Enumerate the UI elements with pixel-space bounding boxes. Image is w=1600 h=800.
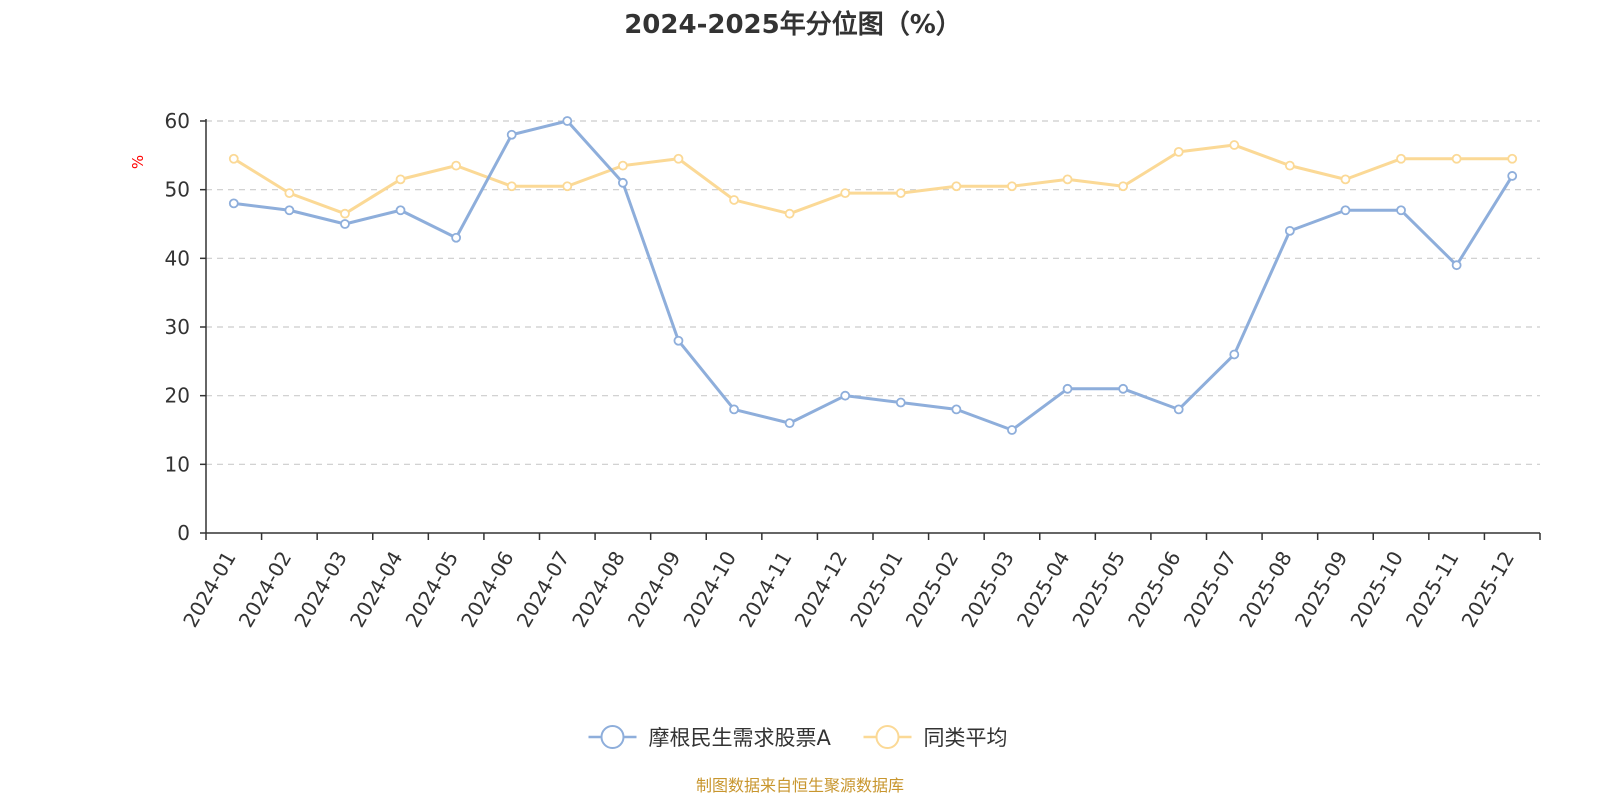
data-point[interactable] [506,129,517,140]
x-tick-label: 2025-10 [1345,547,1408,631]
y-tick-label: 0 [177,521,190,545]
data-point[interactable] [1007,181,1017,192]
data-point[interactable] [1284,160,1295,171]
data-point[interactable] [451,160,462,171]
y-tick-label: 10 [165,452,190,476]
data-point[interactable] [729,404,739,415]
y-tick-label: 60 [165,109,190,133]
data-point[interactable] [228,198,239,209]
data-point[interactable] [895,188,906,199]
x-tick-label: 2024-02 [234,547,297,631]
legend-label: 同类平均 [924,726,1008,750]
data-point[interactable] [1118,383,1129,394]
data-point[interactable] [1451,260,1462,271]
x-tick-label: 2025-08 [1234,547,1297,631]
grid-lines [206,120,1540,465]
series-line [232,119,1514,432]
x-tick-label: 2025-07 [1179,547,1242,631]
data-point[interactable] [895,397,906,408]
x-tick-label: 2024-04 [345,547,408,631]
x-tick-label: 2024-06 [456,547,519,631]
data-point[interactable] [951,404,962,415]
x-tick-label: 2024-03 [289,547,352,631]
series-lines [228,116,1518,435]
legend-marker [875,725,900,749]
y-axis-unit-label: % [129,155,147,169]
data-point[interactable] [340,208,350,219]
y-tick-label: 50 [165,178,190,202]
data-point[interactable] [1396,153,1406,164]
x-tick-label: 2024-11 [734,547,797,631]
x-tick-label: 2024-09 [623,547,686,631]
data-point[interactable] [1229,349,1240,360]
data-point[interactable] [1340,205,1351,216]
data-point[interactable] [284,188,295,199]
source-note: 制图数据来自恒生聚源数据库 [696,776,904,795]
legend-item-1[interactable]: 同类平均 [863,725,1008,750]
data-point[interactable] [784,418,795,429]
data-point[interactable] [228,153,239,164]
x-tick-label: 2025-06 [1123,547,1186,631]
x-tick-label: 2024-08 [567,547,630,631]
data-point[interactable] [951,181,962,192]
y-tick-label: 20 [165,384,190,408]
x-tick-label: 2025-05 [1067,547,1130,631]
data-point[interactable] [673,335,684,346]
data-point[interactable] [617,160,628,171]
data-point[interactable] [284,205,295,216]
x-tick-label: 2025-12 [1457,547,1520,631]
data-point[interactable] [395,205,406,216]
data-point[interactable] [1340,174,1351,185]
data-point[interactable] [451,232,462,243]
data-point[interactable] [1173,146,1184,157]
data-point[interactable] [562,181,573,192]
data-point[interactable] [1062,383,1073,394]
data-point[interactable] [1284,225,1295,236]
series-line [232,143,1514,216]
x-tick-label: 2024-01 [178,547,241,631]
data-point[interactable] [395,174,406,185]
legend-item-0[interactable]: 摩根民生需求股票A [588,725,832,750]
data-point[interactable] [506,181,517,192]
legend[interactable]: 摩根民生需求股票A 同类平均 [588,725,1008,750]
series-0 [228,116,1518,435]
data-point[interactable] [840,390,851,401]
series-1 [228,140,1518,219]
data-point[interactable] [784,208,795,219]
data-point[interactable] [1396,205,1406,216]
data-point[interactable] [840,188,851,199]
x-tick-label: 2025-11 [1401,547,1464,631]
data-point[interactable] [1173,404,1184,415]
data-point[interactable] [1507,153,1518,164]
x-tick-label: 2025-04 [1012,547,1075,631]
x-tick-label: 2024-05 [400,547,463,631]
data-point[interactable] [673,153,684,164]
data-point[interactable] [340,219,350,229]
data-point[interactable] [1007,425,1017,435]
x-tick-label: 2025-09 [1290,547,1353,631]
y-tick-label: 30 [165,315,190,339]
x-tick-label: 2024-07 [512,547,575,631]
y-tick-label: 40 [165,246,190,270]
legend-marker [600,725,625,749]
x-tick-label: 2025-03 [956,547,1019,631]
legend-label: 摩根民生需求股票A [649,726,832,750]
data-point[interactable] [562,116,573,126]
x-tick-label: 2025-02 [901,547,964,631]
data-point[interactable] [617,177,628,188]
data-point[interactable] [729,195,739,205]
data-point[interactable] [1451,153,1462,164]
data-point[interactable] [1118,181,1129,192]
x-tick-label: 2024-12 [790,547,853,631]
x-tick-label: 2024-10 [678,547,741,631]
data-point[interactable] [1507,171,1518,181]
data-point[interactable] [1229,140,1240,150]
chart-title: 2024-2025年分位图（%） [624,9,962,40]
data-point[interactable] [1062,174,1073,185]
axes: 01020304050602024-012024-022024-032024-0… [165,109,1541,631]
x-tick-label: 2025-01 [845,547,908,631]
